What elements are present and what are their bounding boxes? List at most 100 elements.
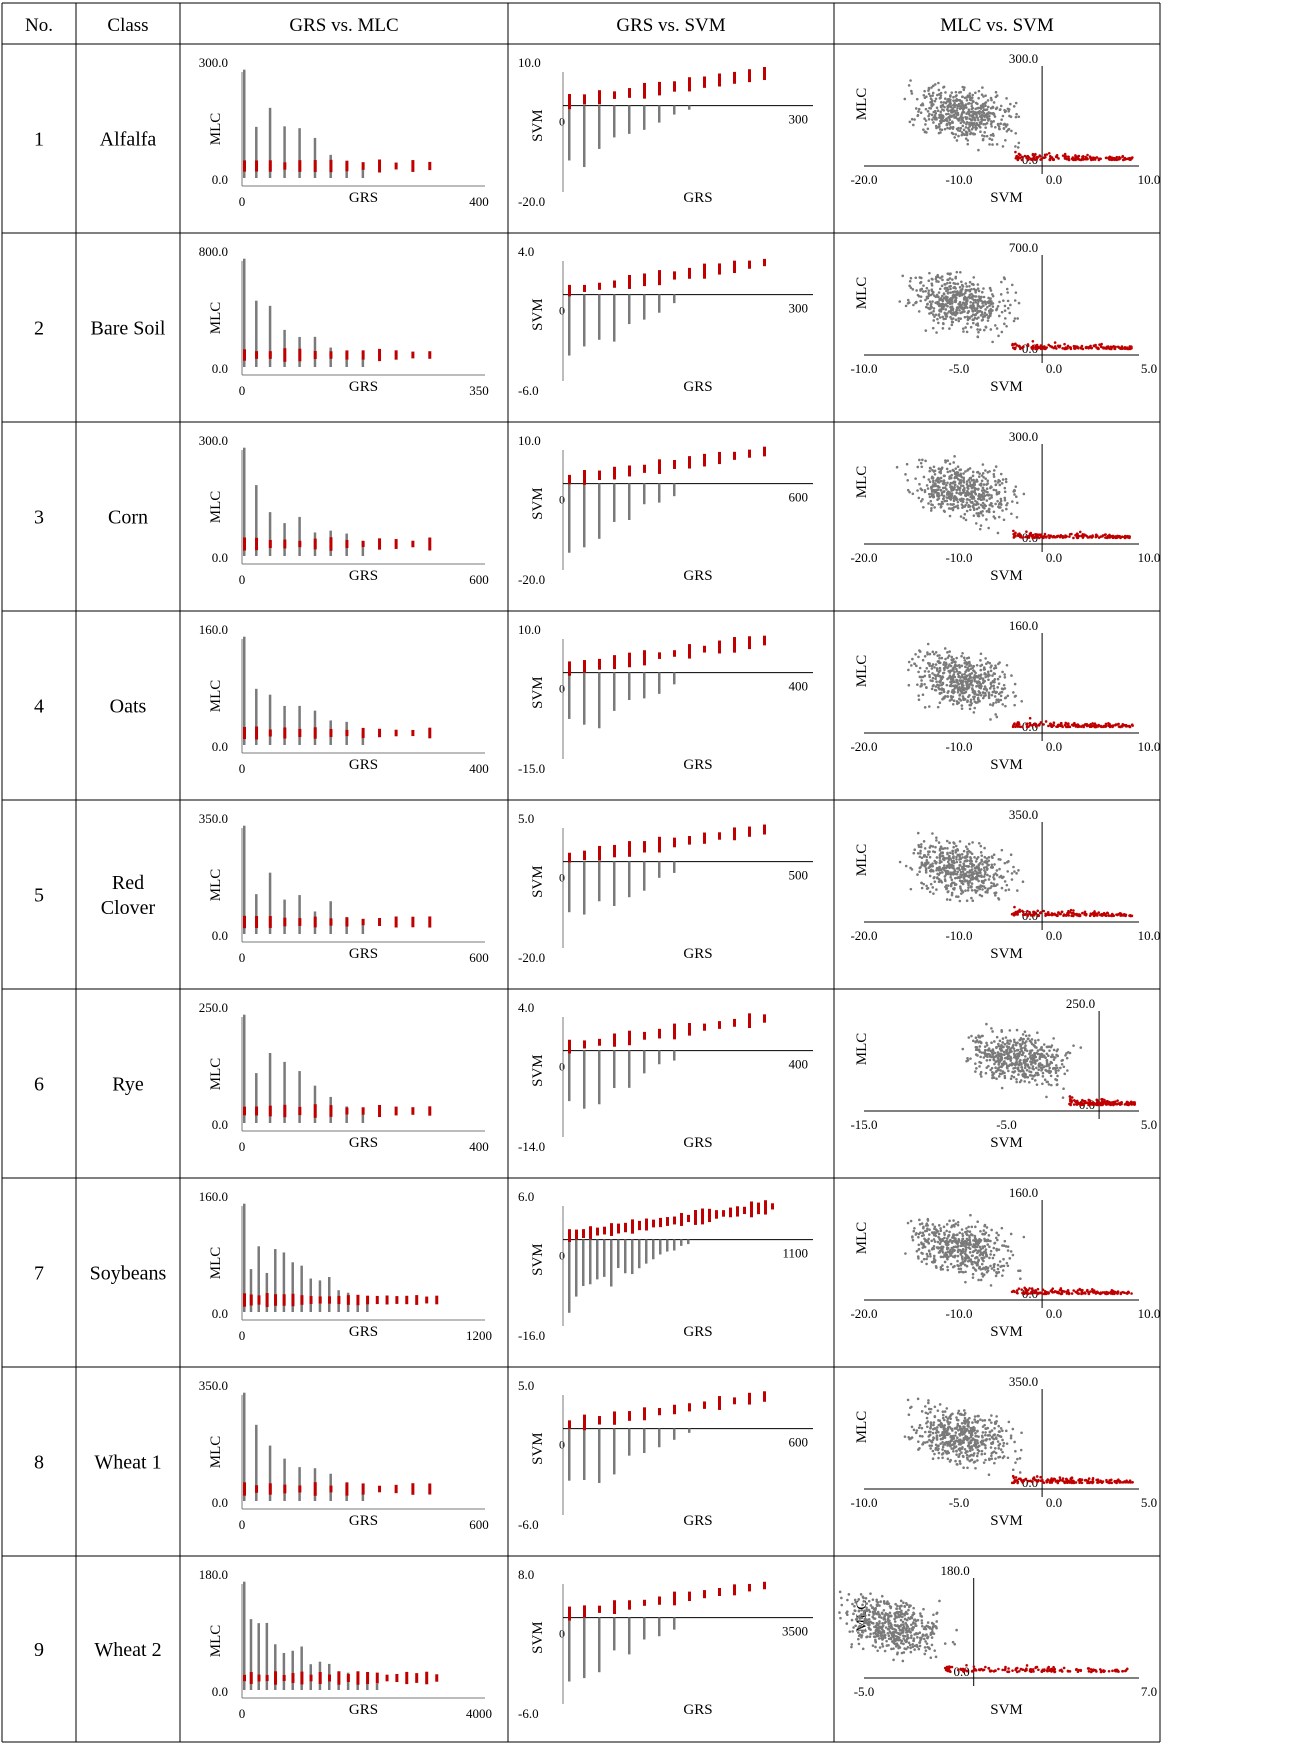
gray-point	[986, 873, 989, 877]
gray-point	[974, 1040, 977, 1044]
data-strip	[598, 1038, 601, 1105]
gray-point	[945, 493, 949, 496]
red-point-strip	[361, 540, 365, 548]
gray-point-strip	[598, 105, 601, 149]
gray-point	[925, 666, 929, 670]
y-axis-title: SVM	[530, 298, 546, 331]
gray-point	[1013, 317, 1017, 320]
gray-point	[987, 314, 991, 318]
gray-point	[933, 688, 937, 692]
zero-marker: 0	[559, 304, 565, 318]
y-axis-title: MLC	[208, 491, 224, 524]
data-strip	[249, 1269, 253, 1312]
y-axis-title: MLC	[854, 844, 870, 877]
red-point	[1029, 531, 1033, 535]
x-axis-title: GRS	[349, 1135, 378, 1151]
red-point	[1060, 910, 1064, 914]
gray-point	[965, 687, 969, 691]
red-point	[1123, 158, 1127, 161]
red-point	[1093, 722, 1097, 725]
gray-point	[966, 102, 970, 105]
gray-point	[1007, 109, 1010, 113]
red-point	[1088, 155, 1092, 159]
gray-point	[968, 117, 971, 121]
gray-point	[997, 1066, 1001, 1070]
gray-point	[932, 892, 935, 895]
gray-point	[931, 118, 934, 121]
gray-point	[957, 689, 960, 692]
gray-point	[1056, 1066, 1059, 1070]
x-axis-title: GRS	[683, 1324, 712, 1340]
gray-point	[942, 663, 945, 666]
gray-point	[966, 852, 969, 856]
data-strip	[313, 137, 317, 178]
gray-point	[950, 891, 954, 895]
gray-point	[989, 307, 992, 311]
gray-point	[1030, 1038, 1034, 1041]
red-point	[1091, 534, 1094, 537]
gray-point	[958, 899, 962, 903]
red-point	[1098, 343, 1101, 346]
gray-point	[960, 664, 964, 668]
gray-point	[1032, 1074, 1035, 1078]
y-min-label: 0.0	[212, 1306, 228, 1321]
red-point	[1115, 158, 1119, 162]
red-point-strip	[701, 1208, 704, 1225]
gray-point	[984, 477, 987, 480]
gray-point	[955, 857, 958, 861]
gray-point	[938, 298, 942, 302]
gray-point	[956, 471, 960, 474]
gray-point	[940, 493, 944, 497]
gray-point	[951, 678, 954, 681]
red-point-strip	[298, 540, 302, 548]
gray-point	[995, 715, 999, 719]
row-number: 4	[34, 696, 44, 718]
header-row: No. Class GRS vs. MLC GRS vs. SVM MLC vs. SV…	[25, 15, 1054, 36]
gray-point	[991, 674, 994, 677]
data-strip	[378, 918, 382, 926]
red-point-strip	[337, 1295, 341, 1305]
gray-point	[1038, 1055, 1042, 1059]
gray-point	[946, 288, 950, 291]
red-point	[1020, 158, 1024, 162]
gray-point	[954, 660, 957, 664]
gray-point	[976, 287, 980, 290]
gray-point	[975, 693, 979, 696]
gray-point	[978, 862, 982, 865]
red-point	[1070, 723, 1074, 727]
gray-point-strip	[255, 300, 258, 367]
red-point-strip	[718, 73, 721, 87]
gray-point-strip	[268, 305, 272, 367]
gray-point	[962, 478, 966, 482]
red-point-strip	[298, 348, 302, 362]
gray-point	[1034, 1041, 1037, 1045]
gray-point	[960, 704, 964, 707]
gray-point	[962, 88, 966, 92]
y-max-label: 5.0	[518, 811, 534, 826]
y-min-label: -20.0	[518, 194, 545, 209]
x-axis-title: GRS	[349, 379, 378, 395]
red-point-strip	[313, 916, 317, 928]
red-point-cloud	[1011, 716, 1134, 729]
red-point	[1091, 722, 1094, 725]
gray-point	[984, 308, 987, 311]
y-max-label: 4.0	[518, 1000, 534, 1015]
gray-point	[924, 107, 928, 111]
gray-point	[969, 877, 973, 881]
gray-point	[916, 831, 920, 835]
gray-point	[937, 321, 940, 325]
gray-point-strip	[658, 861, 661, 878]
red-point	[1094, 1102, 1097, 1106]
gray-point	[953, 472, 957, 476]
gray-point	[934, 97, 938, 101]
red-point	[1063, 347, 1067, 350]
gray-point	[931, 91, 935, 95]
red-point-strip	[764, 1200, 767, 1215]
gray-point	[977, 879, 980, 883]
gray-point	[955, 855, 958, 859]
gray-point	[934, 313, 938, 317]
gray-point	[960, 293, 964, 297]
gray-point	[984, 673, 988, 676]
red-point-strip	[394, 729, 398, 737]
gray-point	[935, 888, 938, 891]
